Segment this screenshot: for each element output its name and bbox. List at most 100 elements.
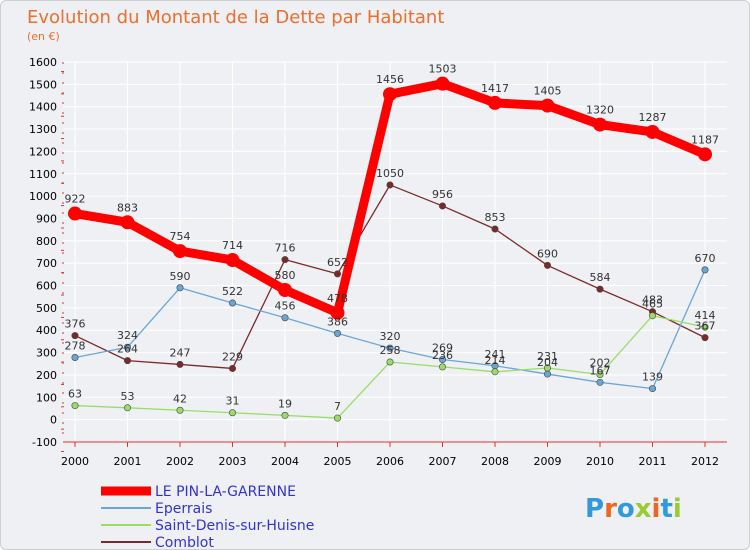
- data-label: 522: [222, 285, 243, 298]
- data-point: [438, 356, 446, 364]
- data-label: 1320: [586, 104, 614, 117]
- data-label: 324: [117, 329, 138, 342]
- y-tick-label: 1300: [29, 123, 57, 136]
- data-label: 241: [485, 348, 506, 361]
- data-point: [124, 357, 132, 365]
- data-label: 278: [65, 340, 86, 353]
- data-label: 247: [170, 346, 191, 359]
- y-tick-label: 100: [36, 391, 57, 404]
- data-label: 42: [173, 392, 187, 405]
- x-tick-label: 2010: [586, 455, 614, 468]
- data-point: [648, 385, 656, 393]
- y-tick-label: 800: [36, 235, 57, 248]
- legend-label: Saint-Denis-sur-Huisne: [155, 518, 314, 534]
- data-label: 386: [327, 315, 348, 328]
- data-label: 31: [226, 395, 240, 408]
- data-label: 883: [117, 201, 138, 214]
- data-label: 139: [642, 371, 663, 384]
- x-tick-label: 2007: [429, 455, 457, 468]
- data-point: [543, 364, 551, 372]
- y-tick-label: 1500: [29, 78, 57, 91]
- legend-label: Comblot: [155, 535, 214, 549]
- data-label: 754: [170, 230, 191, 243]
- data-label: 264: [117, 343, 138, 356]
- data-point: [596, 285, 604, 293]
- y-tick-label: 300: [36, 347, 57, 360]
- x-tick-label: 2011: [639, 455, 667, 468]
- data-label: 922: [65, 193, 86, 206]
- data-point: [438, 363, 446, 371]
- data-point: [173, 244, 187, 259]
- data-point: [71, 354, 79, 362]
- data-point: [540, 98, 555, 113]
- data-label: 258: [380, 344, 401, 357]
- data-label: 229: [222, 350, 243, 363]
- series-layer: [68, 76, 712, 422]
- data-label: 716: [275, 242, 296, 255]
- data-point: [68, 206, 82, 221]
- series-3: [71, 312, 709, 422]
- x-tick-label: 2008: [481, 455, 509, 468]
- data-point: [488, 95, 502, 110]
- data-point: [701, 323, 709, 331]
- data-label: 1456: [376, 73, 404, 86]
- legend-label: LE PIN-LA-GARENNE: [155, 484, 296, 500]
- legend-item: Eperrais: [101, 501, 212, 517]
- brand-letter: t: [660, 494, 672, 524]
- data-point: [124, 343, 132, 351]
- series-1: [68, 76, 712, 320]
- data-label: 456: [275, 300, 296, 313]
- data-label: 63: [68, 388, 82, 401]
- data-point: [330, 305, 345, 320]
- data-point: [386, 358, 394, 366]
- y-tick-label: 500: [36, 302, 57, 315]
- x-tick-label: 2003: [219, 455, 247, 468]
- data-label: 414: [695, 309, 716, 322]
- series-4: [71, 181, 709, 372]
- data-point: [278, 283, 292, 297]
- data-label: 1050: [376, 167, 404, 180]
- data-point: [701, 266, 709, 274]
- data-point: [645, 124, 660, 139]
- y-tick-label: -100: [32, 436, 57, 449]
- data-label: 376: [65, 318, 86, 331]
- data-point: [176, 284, 184, 292]
- data-label: 269: [432, 342, 453, 355]
- x-tick-label: 2006: [376, 455, 404, 468]
- y-tick-label: 600: [36, 280, 57, 293]
- y-tick-label: 700: [36, 257, 57, 270]
- data-point: [229, 364, 237, 372]
- y-tick-label: 200: [36, 369, 57, 382]
- x-tick-label: 2004: [271, 455, 299, 468]
- brand-letter: i: [652, 494, 661, 524]
- data-label: 956: [432, 188, 453, 201]
- chart-subtitle: (en €): [27, 30, 60, 43]
- data-point: [333, 270, 341, 278]
- data-label: 167: [590, 364, 611, 377]
- data-point: [71, 332, 79, 340]
- data-point: [701, 334, 709, 342]
- brand-letter: i: [673, 494, 682, 524]
- data-label: 7: [334, 400, 341, 413]
- data-label: 1287: [639, 111, 667, 124]
- data-label: 483: [642, 294, 663, 307]
- y-tick-label: 0: [50, 414, 57, 427]
- legend-item: Comblot: [101, 535, 214, 549]
- data-point: [491, 225, 499, 233]
- data-point: [698, 147, 712, 162]
- data-label: 853: [485, 211, 506, 224]
- y-tick-label: 1600: [29, 56, 57, 69]
- brand-letter: x: [635, 494, 652, 524]
- data-point: [593, 117, 607, 132]
- brand-letter: P: [585, 494, 604, 524]
- data-point: [596, 378, 604, 386]
- x-tick-label: 2009: [534, 455, 562, 468]
- y-tick-label: 1200: [29, 145, 57, 158]
- data-point: [435, 76, 450, 91]
- legend-item: LE PIN-LA-GARENNE: [101, 484, 296, 500]
- brand-letter: r: [604, 494, 617, 524]
- data-label: 214: [485, 354, 506, 367]
- data-label: 202: [590, 356, 611, 369]
- legend: LE PIN-LA-GARENNEEperraisSaint-Denis-sur…: [101, 484, 314, 549]
